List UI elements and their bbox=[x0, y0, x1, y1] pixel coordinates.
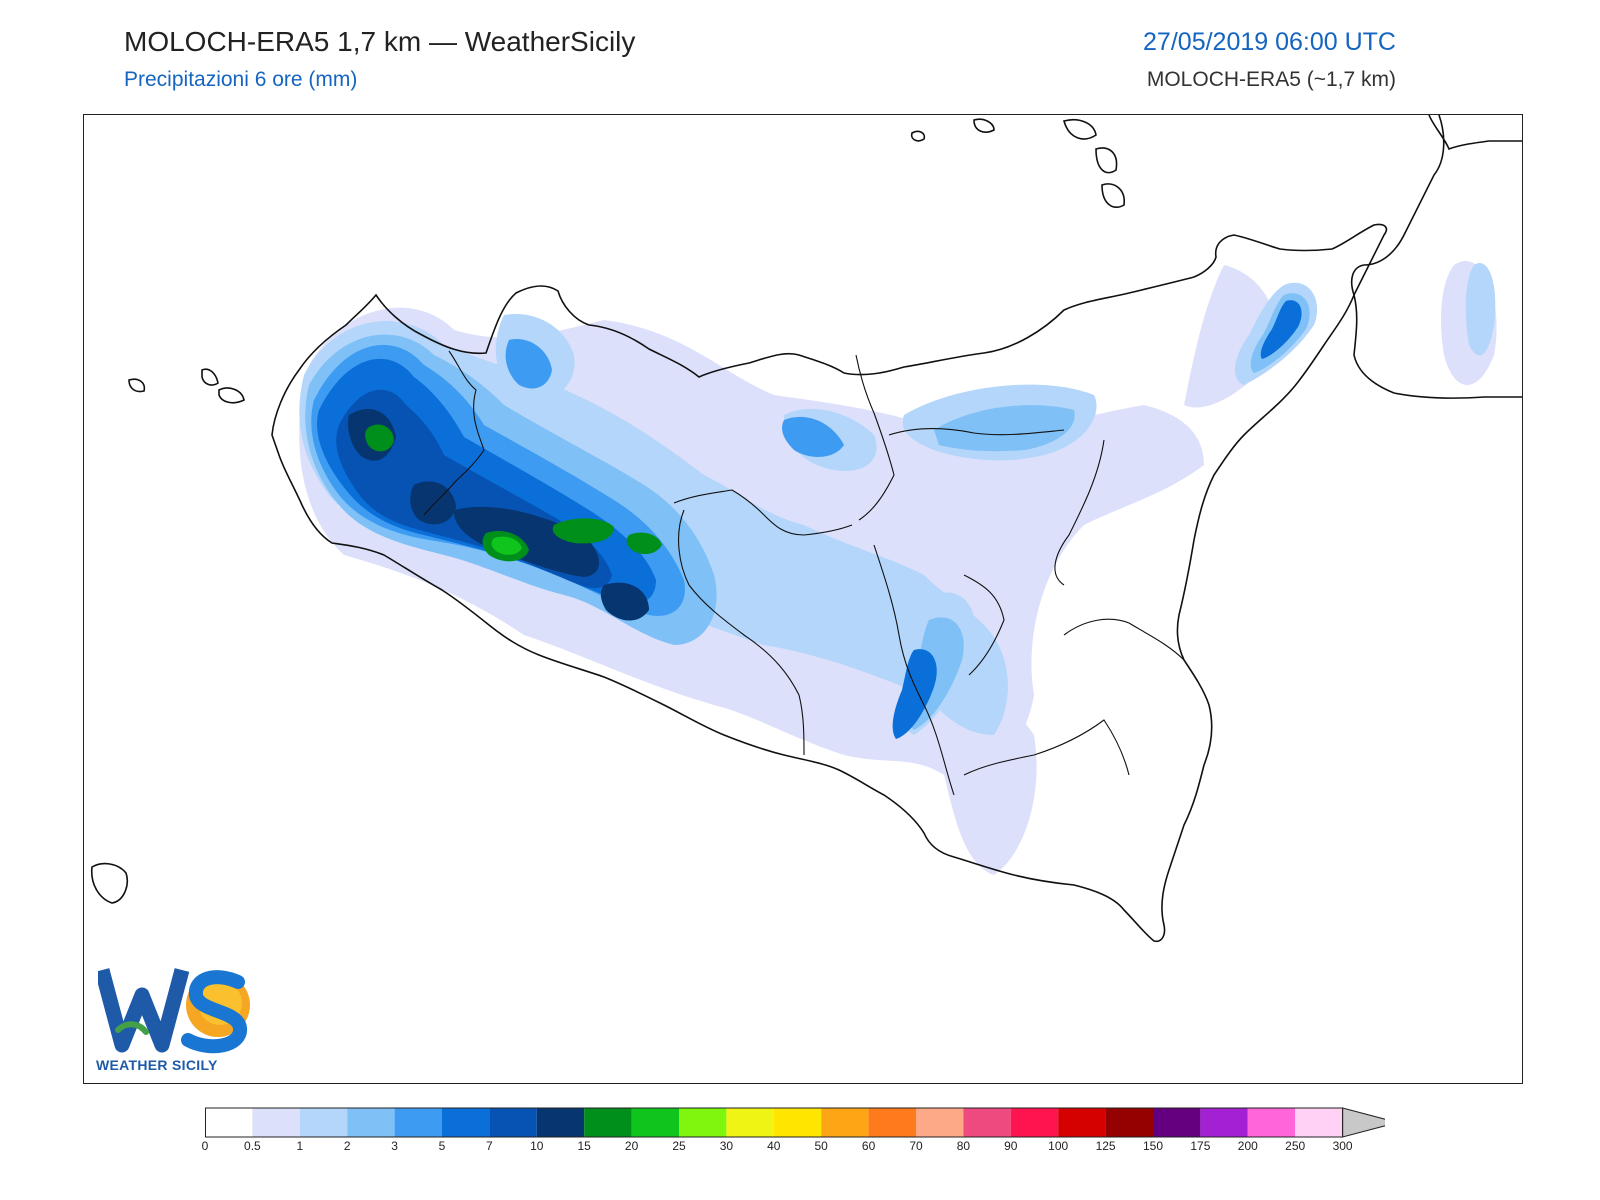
colorbar-tick-label: 100 bbox=[1048, 1139, 1069, 1153]
valid-datetime: 27/05/2019 06:00 UTC bbox=[1143, 28, 1396, 56]
province-border bbox=[873, 544, 955, 796]
colorbar-tick-label: 70 bbox=[909, 1139, 923, 1153]
island-outline bbox=[910, 130, 926, 142]
colorbar-tick-label: 200 bbox=[1237, 1139, 1258, 1153]
colorbar-swatch bbox=[1010, 1108, 1059, 1137]
colorbar-swatch bbox=[631, 1108, 679, 1137]
precip-area-light bbox=[944, 700, 1037, 875]
island-outline bbox=[973, 118, 995, 133]
map-panel: WEATHER SICILY bbox=[83, 114, 1523, 1084]
precip-area-1mm bbox=[1465, 263, 1496, 356]
precip-area-20mm bbox=[491, 536, 522, 555]
colorbar-tick-label: 175 bbox=[1190, 1139, 1211, 1153]
map-title: MOLOCH-ERA5 1,7 km — WeatherSicily bbox=[124, 26, 636, 57]
province-border bbox=[963, 574, 1005, 676]
colorbar-swatch bbox=[1200, 1108, 1248, 1137]
precip-area-2mm bbox=[934, 405, 1075, 452]
province-border bbox=[963, 719, 1130, 776]
colorbar-swatch bbox=[963, 1108, 1011, 1137]
colorbar-swatch bbox=[1247, 1108, 1296, 1137]
coastline bbox=[90, 115, 1522, 943]
colorbar-tick-label: 1 bbox=[296, 1139, 304, 1153]
colorbar-swatch bbox=[347, 1108, 395, 1137]
logo-wordmark: WEATHER SICILY bbox=[96, 1057, 218, 1073]
province-borders bbox=[423, 350, 1185, 796]
precip-area-3mm bbox=[782, 416, 844, 457]
province-border bbox=[1054, 439, 1105, 586]
colorbar-swatch bbox=[1058, 1108, 1106, 1137]
colorbar-tick-label: 7 bbox=[486, 1139, 493, 1153]
colorbar-swatch bbox=[726, 1108, 774, 1137]
colorbar-tick-label: 40 bbox=[767, 1139, 781, 1153]
colorbar-tick-label: 0 bbox=[201, 1139, 209, 1153]
colorbar-tick-label: 15 bbox=[577, 1139, 591, 1153]
colorbar-tick-label: 80 bbox=[956, 1139, 971, 1153]
island-outline bbox=[90, 862, 128, 904]
province-border bbox=[888, 428, 1065, 436]
precipitation-field bbox=[299, 261, 1497, 875]
colorbar-tick-label: 250 bbox=[1285, 1139, 1306, 1153]
colorbar-tick-label: 20 bbox=[624, 1139, 639, 1153]
colorbar-tick-label: 300 bbox=[1332, 1139, 1353, 1153]
colorbar-swatch bbox=[536, 1108, 585, 1137]
province-border bbox=[678, 509, 805, 756]
precipitation-colorbar bbox=[205, 1107, 1385, 1138]
colorbar-swatch bbox=[916, 1108, 964, 1137]
colorbar-swatch bbox=[1153, 1108, 1201, 1137]
province-border bbox=[1063, 618, 1185, 661]
precip-area-15mm bbox=[365, 424, 394, 452]
colorbar-swatch bbox=[821, 1108, 869, 1137]
colorbar-swatch bbox=[299, 1108, 348, 1137]
colorbar-tick-label: 0.5 bbox=[244, 1139, 261, 1153]
colorbar-swatch bbox=[1105, 1108, 1153, 1137]
island-outline bbox=[1063, 119, 1097, 140]
colorbar-tick-label: 150 bbox=[1142, 1139, 1164, 1153]
colorbar-tick-label: 60 bbox=[861, 1139, 876, 1153]
colorbar-tick-label: 25 bbox=[672, 1139, 686, 1153]
island-outline bbox=[1095, 147, 1118, 174]
colorbar-swatch bbox=[868, 1108, 916, 1137]
precip-area-15mm bbox=[552, 518, 614, 544]
island-outline bbox=[128, 378, 146, 393]
colorbar-swatch bbox=[252, 1108, 300, 1137]
island-outline bbox=[201, 368, 219, 386]
precip-area-10mm bbox=[600, 582, 649, 621]
colorbar-swatch bbox=[1295, 1108, 1343, 1137]
colorbar-swatch bbox=[394, 1108, 442, 1137]
colorbar-swatch bbox=[584, 1108, 632, 1137]
colorbar-swatch bbox=[442, 1108, 490, 1137]
colorbar-overflow-arrow bbox=[1342, 1107, 1385, 1138]
precip-area-15mm bbox=[626, 532, 662, 555]
colorbar-tick-label: 3 bbox=[391, 1139, 398, 1153]
precip-area-3mm bbox=[505, 339, 552, 389]
colorbar-frame bbox=[205, 1107, 1344, 1138]
sicily-coastline bbox=[271, 223, 1388, 943]
colorbar-tick-label: 50 bbox=[814, 1139, 828, 1153]
precip-area-10mm bbox=[410, 481, 456, 525]
precip-area-10mm bbox=[453, 506, 599, 577]
calabria-coastline bbox=[1350, 115, 1522, 399]
precip-area-5mm bbox=[892, 649, 937, 739]
weather-sicily-logo bbox=[98, 968, 250, 1054]
precipitation-map bbox=[90, 115, 1522, 943]
precip-area-5mm bbox=[1260, 300, 1302, 359]
island-outline bbox=[218, 387, 245, 404]
colorbar-swatch bbox=[205, 1108, 253, 1137]
province-border bbox=[423, 350, 485, 516]
colorbar-tick-label: 5 bbox=[438, 1139, 446, 1153]
model-label: MOLOCH-ERA5 (~1,7 km) bbox=[1146, 68, 1396, 91]
colorbar-tick-label: 90 bbox=[1004, 1139, 1018, 1153]
province-border bbox=[673, 489, 853, 536]
colorbar-tick-label: 30 bbox=[719, 1139, 734, 1153]
colorbar-swatch bbox=[679, 1108, 727, 1137]
colorbar-tick-label: 10 bbox=[530, 1139, 544, 1153]
colorbar-tick-label: 2 bbox=[343, 1139, 351, 1153]
island-outline bbox=[1101, 183, 1125, 209]
colorbar-swatch bbox=[773, 1108, 822, 1137]
province-border bbox=[855, 354, 895, 521]
map-subtitle: Precipitazioni 6 ore (mm) bbox=[124, 68, 358, 91]
colorbar-tick-label: 125 bbox=[1095, 1139, 1116, 1153]
colorbar-swatch bbox=[489, 1108, 537, 1137]
